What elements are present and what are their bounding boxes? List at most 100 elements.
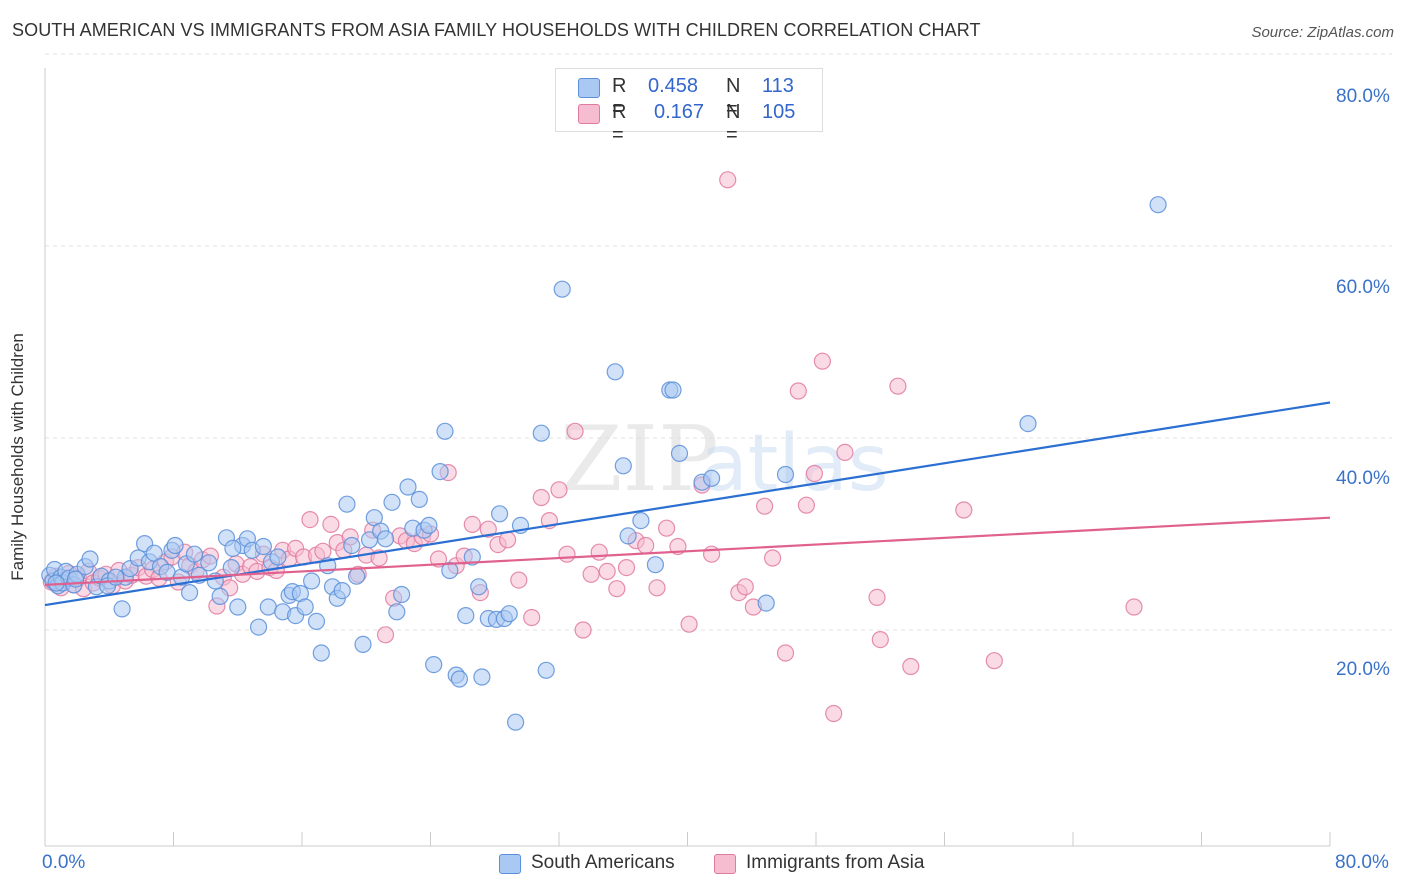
y-tick-label: 40.0% <box>1336 468 1390 489</box>
legend-swatch-blue <box>499 854 521 874</box>
data-point <box>388 603 406 621</box>
x-axis-min-label: 0.0% <box>42 852 86 873</box>
data-point <box>470 578 488 596</box>
data-point <box>608 580 626 598</box>
data-point <box>107 568 125 586</box>
n-label: N = <box>726 101 741 146</box>
data-point <box>736 578 754 596</box>
data-point <box>532 424 550 442</box>
axes <box>44 68 1331 847</box>
data-point <box>348 567 366 585</box>
data-point <box>181 583 199 602</box>
data-point <box>574 621 592 639</box>
data-point <box>185 545 203 563</box>
r-value: 0.167 <box>654 101 705 123</box>
legend-swatch-blue <box>578 78 600 98</box>
data-point <box>410 490 428 508</box>
source-credit: Source: ZipAtlas.com <box>1251 24 1394 41</box>
data-point <box>871 630 889 649</box>
data-point <box>582 565 600 583</box>
data-point <box>889 377 907 395</box>
data-point <box>606 363 624 381</box>
data-point <box>338 495 356 513</box>
data-point <box>598 562 616 581</box>
data-point <box>757 594 775 612</box>
data-point <box>259 598 277 616</box>
data-point <box>619 527 637 545</box>
data-point <box>224 539 242 558</box>
data-point <box>269 548 287 566</box>
legend-label: Immigrants from Asia <box>746 852 925 873</box>
data-point <box>702 469 721 487</box>
watermark-atlas: atlas <box>700 419 889 509</box>
data-point <box>836 443 854 461</box>
series-south-americans <box>41 196 1167 731</box>
legend-swatch-pink <box>714 854 736 874</box>
data-point <box>343 536 361 555</box>
data-point <box>985 652 1003 670</box>
data-point <box>614 457 632 475</box>
trend-lines <box>44 401 1331 607</box>
data-point <box>566 422 584 440</box>
data-point <box>553 280 571 298</box>
data-point <box>670 444 689 462</box>
data-point <box>702 545 721 563</box>
data-point <box>805 464 824 483</box>
data-point <box>425 655 443 674</box>
data-point <box>254 537 272 556</box>
data-point <box>441 561 459 580</box>
data-point <box>617 558 636 577</box>
data-point <box>354 635 372 654</box>
data-point <box>113 600 131 618</box>
chart-title: SOUTH AMERICAN VS IMMIGRANTS FROM ASIA F… <box>12 20 981 40</box>
data-point <box>314 542 332 560</box>
data-point <box>632 511 650 530</box>
data-point <box>550 481 568 499</box>
data-point <box>450 670 468 688</box>
data-point <box>868 588 886 607</box>
data-point <box>307 612 326 631</box>
data-point <box>211 587 229 606</box>
r-label: R = <box>612 101 627 146</box>
data-point <box>491 505 509 523</box>
trend-line-south-americans <box>44 401 1331 607</box>
data-point <box>399 478 417 496</box>
data-point <box>296 598 314 616</box>
trend-line-immigrants-from-asia <box>44 516 1331 586</box>
data-point <box>523 608 541 627</box>
data-point <box>537 661 555 679</box>
y-axis-label: Family Households with Children <box>8 333 27 581</box>
data-point <box>376 626 395 644</box>
data-point <box>66 570 85 588</box>
data-point <box>473 668 491 686</box>
data-point <box>763 549 782 567</box>
data-point <box>776 644 795 662</box>
data-point <box>797 496 816 514</box>
n-label: N = <box>726 75 741 120</box>
data-point <box>431 463 449 481</box>
data-point <box>680 615 698 633</box>
data-point <box>955 501 973 519</box>
data-point <box>333 581 351 600</box>
y-tick-label: 20.0% <box>1336 659 1390 680</box>
data-point <box>499 531 517 549</box>
data-point <box>813 352 832 370</box>
data-point <box>755 497 774 515</box>
r-value: 0.458 <box>648 75 699 97</box>
n-value: 113 <box>762 75 794 97</box>
data-point <box>383 493 401 511</box>
data-point <box>558 545 576 563</box>
data-point <box>1149 196 1167 214</box>
data-point <box>322 515 340 534</box>
data-point <box>166 536 184 555</box>
n-value: 105 <box>762 101 796 123</box>
data-point <box>719 171 737 189</box>
data-point <box>376 530 395 548</box>
data-point <box>590 543 608 561</box>
data-point <box>648 579 666 597</box>
data-point <box>510 571 528 589</box>
watermark: ZIP atlas <box>560 407 889 512</box>
data-point <box>646 556 665 574</box>
data-point <box>436 422 454 440</box>
